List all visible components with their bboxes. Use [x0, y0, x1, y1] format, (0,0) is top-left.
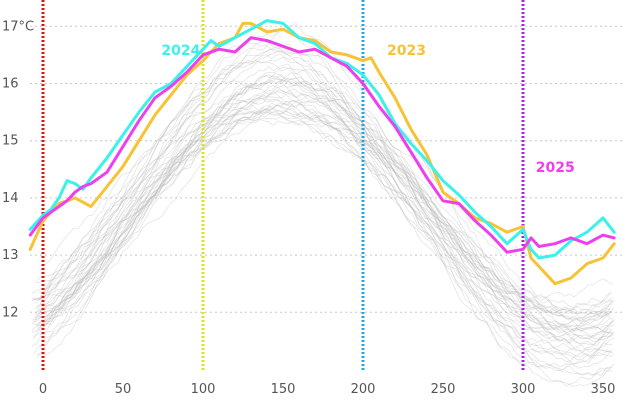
background-series-line	[36, 84, 613, 302]
y-tick-label: 15	[2, 134, 19, 149]
background-series-line	[33, 111, 615, 354]
background-series-line	[39, 80, 612, 352]
background-series-line	[31, 100, 613, 335]
background-series-line	[31, 100, 613, 334]
x-tick-label: 100	[191, 382, 216, 397]
background-series-line	[39, 56, 612, 371]
background-series-line	[34, 103, 612, 347]
x-tick-label: 150	[271, 382, 296, 397]
background-series-line	[39, 66, 612, 377]
y-tick-label: 14	[2, 191, 19, 206]
background-series-line	[36, 23, 613, 341]
background-series-line	[33, 74, 615, 387]
background-series-line	[39, 39, 612, 327]
series-line-2025	[28, 36, 616, 254]
background-series-line	[34, 42, 612, 330]
x-tick-label: 50	[115, 382, 132, 397]
background-series-line	[38, 63, 615, 320]
background-series-line	[34, 110, 612, 330]
background-series-layer	[31, 23, 615, 388]
background-series-line	[34, 73, 612, 331]
background-series-line	[36, 75, 613, 376]
y-tick-label: 17°C	[2, 19, 34, 34]
x-tick-label: 300	[511, 382, 536, 397]
background-series-line	[36, 98, 613, 338]
background-series-line	[31, 93, 613, 312]
background-series-line	[37, 81, 615, 324]
background-series-line	[34, 88, 612, 315]
series-layer	[28, 19, 616, 286]
background-series-line	[39, 48, 612, 361]
background-series-line	[33, 104, 615, 342]
background-series-line	[31, 60, 613, 317]
background-series-line	[31, 81, 613, 359]
y-tick-label: 12	[2, 305, 19, 320]
background-series-line	[38, 118, 615, 338]
background-series-line	[39, 49, 612, 312]
background-series-line	[33, 78, 615, 363]
x-tick-label: 250	[431, 382, 456, 397]
x-tick-label: 200	[351, 382, 376, 397]
background-series-line	[36, 116, 613, 345]
y-tick-label: 16	[2, 77, 19, 92]
background-series-line	[31, 54, 613, 365]
background-series-line	[37, 107, 615, 358]
grid-layer	[30, 25, 625, 313]
series-label-2025: 2025	[536, 160, 575, 176]
background-series-line	[33, 99, 615, 339]
x-tick-label: 0	[39, 382, 47, 397]
background-series-line	[31, 74, 613, 315]
background-series-line	[31, 110, 613, 332]
background-series-line	[36, 108, 613, 323]
x-tick-label: 350	[591, 382, 616, 397]
series-label-layer: 2023 2024 2025	[161, 43, 574, 176]
tick-label-layer: 0 50 100 150 200 250 300 350 12 13 14 15 16 17°C	[2, 19, 615, 397]
background-series-line	[34, 47, 612, 320]
y-tick-label: 13	[2, 248, 19, 263]
series-label-2023: 2023	[387, 43, 426, 59]
background-series-line	[36, 69, 613, 369]
series-line-2024	[28, 19, 616, 260]
series-label-2024: 2024	[161, 43, 200, 59]
background-series-line	[38, 89, 615, 346]
background-series-line	[35, 92, 612, 311]
background-series-line	[31, 97, 613, 388]
